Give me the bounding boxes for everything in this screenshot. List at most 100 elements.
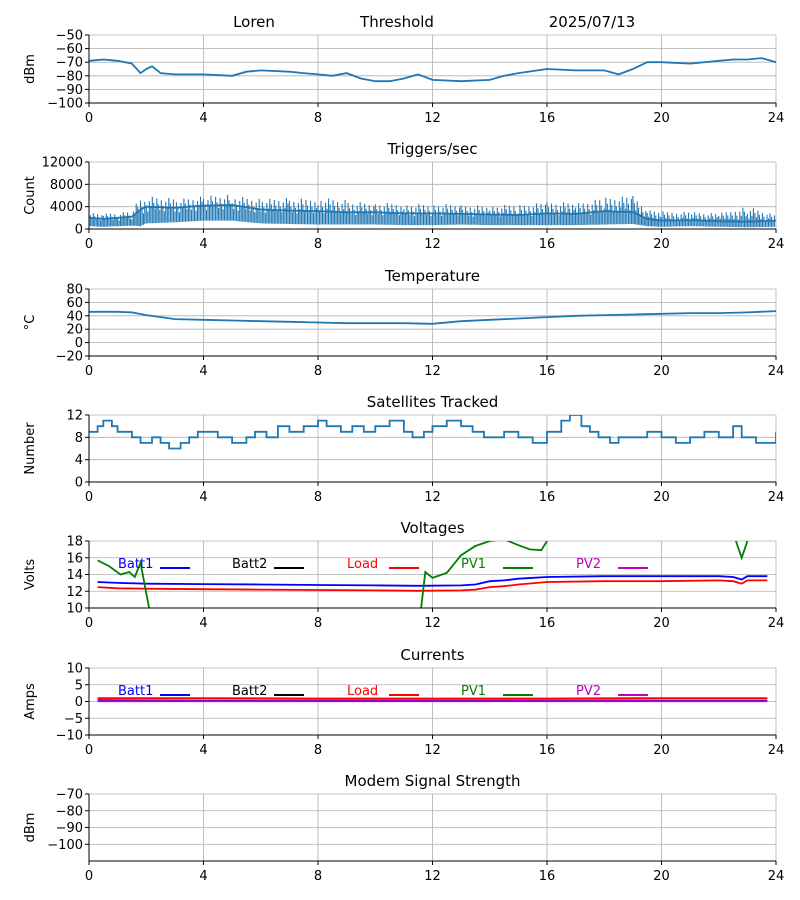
- header-date: 2025/07/13: [549, 13, 635, 31]
- series-line-batt1: [97, 575, 768, 587]
- chart-title: Triggers/sec: [387, 140, 478, 158]
- y-tick-label: 0: [75, 695, 83, 710]
- x-tick-label: 24: [768, 869, 785, 884]
- plot-area: [97, 697, 768, 703]
- x-tick-label: 0: [85, 490, 93, 505]
- header-site: Loren: [233, 13, 275, 31]
- x-tick-label: 4: [199, 490, 207, 505]
- y-tick-label: 60: [66, 296, 83, 311]
- x-tick-label: 16: [539, 869, 556, 884]
- x-tick-label: 20: [653, 743, 670, 758]
- x-tick-label: 0: [85, 869, 93, 884]
- series-line: [89, 415, 776, 450]
- series-line-pv1: [97, 559, 150, 608]
- y-axis-label: Count: [23, 176, 38, 215]
- plot-area: [97, 541, 768, 608]
- x-tick-label: 20: [653, 490, 670, 505]
- x-tick-label: 8: [314, 616, 322, 631]
- y-axis-label: °C: [23, 315, 38, 331]
- x-tick-label: 8: [314, 869, 322, 884]
- x-tick-label: 24: [768, 364, 785, 379]
- x-tick-label: 12: [424, 111, 441, 126]
- y-tick-label: 12: [66, 409, 83, 424]
- x-tick-label: 16: [539, 743, 556, 758]
- legend-label-batt2: Batt2: [232, 557, 267, 572]
- y-tick-label: 8000: [50, 178, 83, 193]
- x-tick-label: 4: [199, 743, 207, 758]
- chart-title: Modem Signal Strength: [345, 772, 521, 790]
- x-tick-label: 16: [539, 364, 556, 379]
- y-axis-label: Amps: [23, 683, 38, 720]
- legend-label-pv2: PV2: [576, 557, 601, 572]
- chart-triggers: 0 4 8 12 16 20 24 0 4000 8000 12000 Triggers/sec Cou…: [23, 140, 784, 252]
- series-line-load: [97, 579, 768, 592]
- chart-modem: 0 4 8 12 16 20 24 −100 −90 −80−70 Modem Signal Str…: [23, 772, 784, 884]
- plot-area: [89, 194, 776, 228]
- y-tick-label: 40: [66, 309, 83, 324]
- y-tick-label: 4: [75, 453, 83, 468]
- x-tick-label: 20: [653, 111, 670, 126]
- y-tick-label: −80: [56, 69, 83, 84]
- y-tick-label: −90: [56, 83, 83, 98]
- y-tick-label: 12: [66, 585, 83, 600]
- y-axis-label: Volts: [23, 559, 38, 591]
- y-tick-label: −20: [56, 350, 83, 365]
- series-line: [89, 310, 776, 325]
- x-tick-label: 8: [314, 364, 322, 379]
- x-tick-label: 0: [85, 111, 93, 126]
- x-tick-label: 12: [424, 616, 441, 631]
- x-tick-label: 24: [768, 743, 785, 758]
- chart-satellites: 0 4 8 12 16 20 24 0 4 8 12 Satellites Tracked Number: [23, 393, 784, 505]
- x-tick-label: 20: [653, 364, 670, 379]
- x-tick-label: 20: [653, 237, 670, 252]
- chart-threshold: 0 4 8 12 16 20 24 −100−90−80−70−60−50 dBm: [23, 29, 784, 127]
- header-mode: Threshold: [359, 13, 434, 31]
- x-tick-label: 12: [424, 490, 441, 505]
- legend-label-pv2: PV2: [576, 684, 601, 699]
- y-axis-label: dBm: [23, 813, 38, 843]
- x-tick-label: 4: [199, 869, 207, 884]
- y-axis-label: dBm: [23, 54, 38, 84]
- x-tick-label: 0: [85, 237, 93, 252]
- x-tick-label: 16: [539, 111, 556, 126]
- y-tick-label: 20: [66, 323, 83, 338]
- legend-label-pv1: PV1: [461, 557, 486, 572]
- y-tick-label: −10: [56, 729, 83, 744]
- y-tick-label: −5: [64, 712, 83, 727]
- y-tick-label: −100: [47, 97, 83, 112]
- x-tick-label: 4: [199, 364, 207, 379]
- x-tick-label: 16: [539, 237, 556, 252]
- x-tick-label: 24: [768, 111, 785, 126]
- x-tick-label: 8: [314, 490, 322, 505]
- chart-title: Voltages: [400, 519, 464, 537]
- x-tick-label: 0: [85, 743, 93, 758]
- plot-area: [89, 415, 776, 450]
- y-tick-label: −70: [56, 788, 83, 803]
- y-tick-label: −80: [56, 804, 83, 819]
- y-tick-label: 12000: [42, 156, 83, 171]
- y-tick-label: 4000: [50, 200, 83, 215]
- y-tick-label: 80: [66, 283, 83, 298]
- x-tick-label: 4: [199, 237, 207, 252]
- y-tick-label: 5: [75, 678, 83, 693]
- x-tick-label: 0: [85, 364, 93, 379]
- y-tick-label: 18: [66, 535, 83, 550]
- y-tick-label: 16: [66, 551, 83, 566]
- chart-currents: 0 4 8 12 16 20 24 −10 −5 0 510 Currents Amps Batt1 Bat…: [23, 646, 784, 758]
- series-line: [89, 57, 776, 83]
- x-tick-label: 4: [199, 111, 207, 126]
- x-tick-label: 24: [768, 237, 785, 252]
- chart-title: Temperature: [384, 267, 480, 285]
- plot-area: [89, 310, 776, 325]
- y-tick-label: −70: [56, 56, 83, 71]
- legend-label-batt1: Batt1: [118, 684, 153, 699]
- x-tick-label: 12: [424, 364, 441, 379]
- x-tick-label: 16: [539, 490, 556, 505]
- y-axis-label: Number: [23, 422, 38, 475]
- legend-label-load: Load: [347, 557, 378, 572]
- x-tick-label: 0: [85, 616, 93, 631]
- chart-title: Currents: [400, 646, 464, 664]
- y-tick-label: 0: [75, 336, 83, 351]
